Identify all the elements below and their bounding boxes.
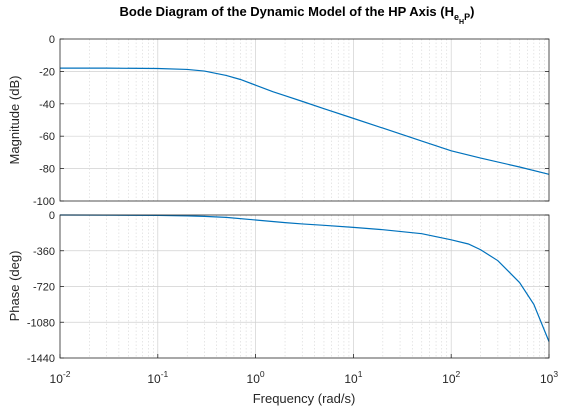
magnitude-axes-box <box>59 38 550 202</box>
x-tick-label: 101 <box>344 369 362 386</box>
phase-x-ticks: 10-2 10-1 100 101 102 103 <box>50 354 558 386</box>
phase-panel: 0 -360 -720 -1080 -1440 10-2 10-1 100 101 102 103… <box>7 210 558 406</box>
x-tick-label: 100 <box>247 369 265 386</box>
y-tick-label: -1080 <box>27 317 55 329</box>
y-tick-label: -100 <box>33 196 55 208</box>
y-tick-label: -60 <box>39 131 55 143</box>
magnitude-y-axis-label: Magnitude (dB) <box>7 76 22 165</box>
magnitude-series-line <box>60 67 550 175</box>
y-tick-label: -80 <box>39 164 55 176</box>
y-tick-label: -360 <box>33 246 55 258</box>
x-tick-label: 103 <box>540 369 558 386</box>
phase-y-axis-label: Phase (deg) <box>7 251 22 322</box>
x-tick-label: 10-1 <box>147 369 168 386</box>
magnitude-panel: 0 -20 -40 -60 -80 -100 Magnitude (dB) <box>7 34 550 208</box>
y-tick-label: -40 <box>39 99 55 111</box>
x-tick-label: 102 <box>442 369 460 386</box>
phase-y-ticks: 0 -360 -720 -1080 -1440 <box>27 210 549 365</box>
y-tick-label: 0 <box>49 34 55 46</box>
chart-title: Bode Diagram of the Dynamic Model of the… <box>120 4 475 26</box>
y-tick-label: -720 <box>33 282 55 294</box>
magnitude-plot-area <box>60 39 549 201</box>
phase-x-axis-label: Frequency (rad/s) <box>253 391 356 406</box>
y-tick-label: -1440 <box>27 353 55 365</box>
y-tick-label: 0 <box>49 210 55 222</box>
phase-series-line <box>59 214 550 342</box>
phase-axes-box <box>59 214 550 359</box>
magnitude-grid <box>60 39 549 201</box>
x-tick-label: 10-2 <box>50 369 71 386</box>
y-tick-label: -20 <box>39 66 55 78</box>
phase-grid <box>60 215 549 358</box>
